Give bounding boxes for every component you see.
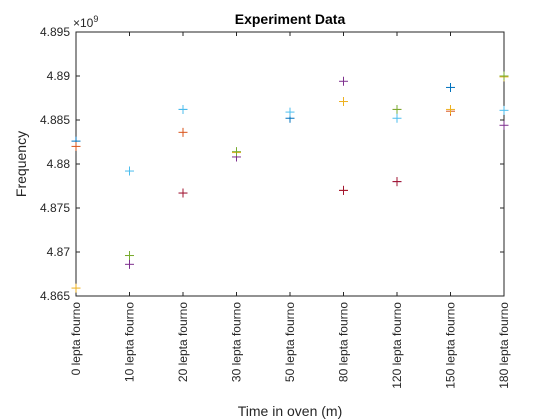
y-tick-label: 4.885 — [40, 113, 70, 127]
data-point — [71, 141, 81, 151]
data-point — [178, 104, 188, 114]
x-tick-label: 20 lepta fourno — [176, 302, 190, 382]
y-axis-ticks: 4.865 4.87 4.875 4.88 4.885 4.89 4.895 — [40, 25, 504, 303]
data-point — [392, 177, 402, 187]
data-point — [71, 283, 81, 293]
y-tick-label: 4.865 — [40, 289, 70, 303]
data-point — [499, 120, 509, 130]
data-point — [392, 104, 402, 114]
x-tick-label: 30 lepta fourno — [230, 302, 244, 382]
x-tick-label: 180 lepta fourno — [497, 302, 511, 389]
data-point — [339, 185, 348, 195]
data-point — [499, 71, 509, 81]
data-point — [392, 113, 402, 123]
x-tick-label: 0 lepta fourno — [69, 302, 83, 376]
data-points — [71, 71, 509, 293]
x-tick-label: 10 lepta fourno — [123, 302, 137, 382]
y-multiplier-base: ×10 — [73, 16, 94, 30]
y-axis-multiplier: ×109 — [73, 14, 98, 30]
x-axis-ticks: 0 lepta fourno 10 lepta fourno 20 lepta fo… — [69, 32, 511, 389]
x-tick-label: 50 lepta fourno — [283, 302, 297, 382]
y-tick-label: 4.875 — [40, 201, 70, 215]
data-point — [178, 188, 188, 198]
data-point — [178, 127, 188, 137]
data-point — [339, 76, 348, 86]
data-point — [446, 82, 455, 92]
x-axis-label: Time in oven (m) — [238, 403, 343, 419]
y-tick-label: 4.87 — [47, 245, 71, 259]
x-tick-label: 150 lepta fourno — [444, 302, 458, 389]
y-axis-label: Frequency — [13, 131, 29, 197]
data-point — [232, 147, 241, 157]
svg-text:×109: ×109 — [73, 14, 98, 30]
x-tick-label: 80 lepta fourno — [337, 302, 351, 382]
data-point — [125, 259, 134, 269]
y-multiplier-exponent: 9 — [93, 14, 98, 24]
data-point — [446, 104, 455, 114]
x-tick-label: 120 lepta fourno — [390, 302, 404, 389]
y-tick-label: 4.895 — [40, 25, 70, 39]
plot-area-frame — [75, 31, 505, 297]
y-tick-label: 4.89 — [47, 69, 71, 83]
data-point — [285, 107, 295, 117]
data-point — [125, 166, 134, 176]
data-point — [499, 105, 509, 115]
chart-title: Experiment Data — [235, 11, 346, 27]
y-tick-label: 4.88 — [47, 157, 71, 171]
data-point — [125, 251, 134, 261]
data-point — [339, 97, 348, 107]
